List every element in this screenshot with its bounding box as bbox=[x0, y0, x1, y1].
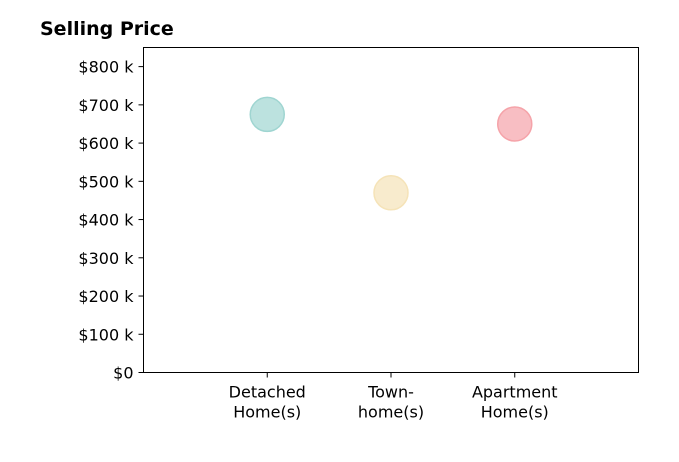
chart-title: Selling Price bbox=[40, 18, 174, 40]
x-tick-label: Apartment Home(s) bbox=[472, 383, 558, 422]
y-tick-label: $0 bbox=[113, 364, 133, 383]
y-tick-label: $500 k bbox=[78, 172, 134, 191]
data-point bbox=[497, 106, 533, 142]
x-tick-label-line: Town- bbox=[367, 383, 414, 402]
y-tick-label: $300 k bbox=[78, 249, 134, 268]
data-point bbox=[373, 175, 409, 211]
x-tick-label: Detached Home(s) bbox=[229, 383, 306, 422]
y-tick-label: $700 k bbox=[78, 96, 134, 115]
y-tick-label: $600 k bbox=[78, 134, 134, 153]
y-tick-label: $100 k bbox=[78, 325, 134, 344]
y-tick-label: $400 k bbox=[78, 211, 134, 230]
y-axis: $0 $100 k $200 k $300 k $400 k $500 k $600 k $7… bbox=[78, 58, 144, 383]
x-tick-label-line: Apartment bbox=[472, 383, 558, 402]
data-point bbox=[249, 96, 285, 133]
x-tick-label-line: Home(s) bbox=[481, 403, 549, 422]
x-axis: Detached Home(s)Town-home(s)Apartment Home… bbox=[229, 372, 558, 422]
x-tick-label-line: Detached bbox=[229, 383, 306, 402]
x-tick-label-line: Home(s) bbox=[233, 403, 301, 422]
y-tick-label: $800 k bbox=[78, 58, 134, 77]
x-tick-label: Town-home(s) bbox=[358, 383, 424, 422]
data-points bbox=[249, 96, 533, 211]
y-tick-label: $200 k bbox=[78, 287, 134, 306]
x-tick-label-line: home(s) bbox=[358, 403, 424, 422]
